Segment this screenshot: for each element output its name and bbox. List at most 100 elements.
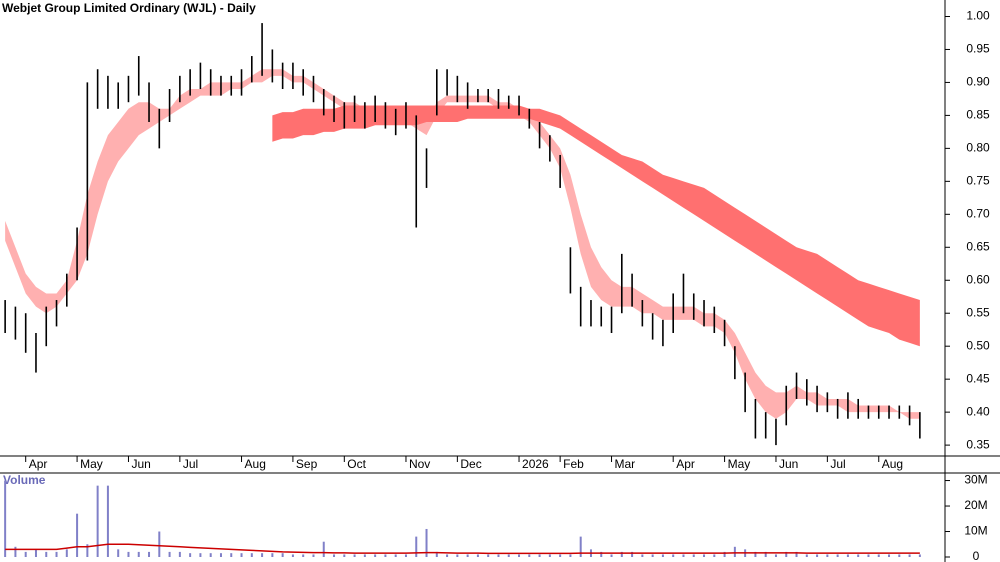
volume-bar (518, 554, 521, 557)
volume-bar (168, 551, 171, 557)
volume-bar (672, 554, 675, 557)
volume-bar (312, 554, 315, 557)
volume-bar (291, 554, 294, 557)
volume-bar (795, 551, 798, 557)
volume-bar (908, 554, 911, 557)
volume-bar (209, 553, 212, 557)
volume-bar (261, 553, 264, 557)
volume-bar (528, 554, 531, 557)
volume-bar (14, 546, 17, 557)
volume-bar (404, 554, 407, 557)
volume-bar (846, 554, 849, 557)
volume-bar (199, 553, 202, 557)
x-tick-label: Apr (29, 457, 48, 471)
volume-bar (487, 554, 490, 557)
volume-bar (343, 554, 346, 557)
y-tick-label: 0.90 (966, 75, 990, 89)
volume-bar (178, 551, 181, 557)
x-tick-label: Apr (676, 457, 695, 471)
y-tick-label: 0.95 (966, 42, 990, 56)
volume-bar (76, 513, 79, 557)
x-tick-label: May (728, 457, 751, 471)
volume-bar (703, 554, 706, 557)
y-tick-label: 0.45 (966, 371, 990, 385)
volume-bar (774, 554, 777, 557)
y-tick-label: 0.65 (966, 239, 990, 253)
volume-bar (918, 554, 921, 557)
volume-bar (641, 554, 644, 557)
x-tick-label: Jun (131, 457, 150, 471)
x-tick-label: Feb (563, 457, 584, 471)
volume-bar (785, 551, 788, 557)
volume-bar (127, 551, 130, 557)
volume-bar (600, 551, 603, 557)
y-tick-label: 0.75 (966, 174, 990, 188)
volume-bar (692, 554, 695, 557)
volume-bar (65, 549, 68, 557)
volume-bar (898, 554, 901, 557)
x-tick-label: Nov (409, 457, 430, 471)
volume-bar (507, 554, 510, 557)
volume-bar (559, 554, 562, 557)
x-tick-label: Jun (779, 457, 798, 471)
volume-tick-label: 20M (964, 498, 987, 512)
volume-bar (661, 554, 664, 557)
volume-bar (877, 554, 880, 557)
volume-bar (271, 553, 274, 557)
moving-average-band (272, 105, 920, 347)
volume-bar (435, 551, 438, 557)
x-tick-label: 2026 (522, 457, 549, 471)
volume-bar (384, 554, 387, 557)
volume-bar (723, 551, 726, 557)
volume-bar (857, 554, 860, 557)
y-tick-label: 0.60 (966, 272, 990, 286)
volume-bar (816, 554, 819, 557)
volume-tick-label: 10M (964, 524, 987, 538)
volume-bar (579, 536, 582, 557)
volume-bar (651, 554, 654, 557)
volume-bar (466, 554, 469, 557)
volume-bar (867, 554, 870, 557)
volume-bar (333, 554, 336, 557)
volume-bar (754, 551, 757, 557)
volume-bar (45, 551, 48, 557)
volume-bar (394, 554, 397, 557)
x-tick-label: Jul (183, 457, 198, 471)
volume-bar (96, 485, 99, 557)
volume-bar (538, 554, 541, 557)
x-tick-label: Sep (296, 457, 318, 471)
volume-bar (826, 554, 829, 557)
volume-bar (55, 551, 58, 557)
volume-bar (733, 546, 736, 557)
volume-bar (353, 554, 356, 557)
volume-bar (888, 554, 891, 557)
volume-bar (117, 549, 120, 557)
y-tick-label: 0.55 (966, 305, 990, 319)
volume-bar (240, 553, 243, 557)
x-tick-label: Aug (245, 457, 266, 471)
volume-tick-label: 30M (964, 473, 987, 487)
volume-bar (476, 554, 479, 557)
volume-bar (569, 554, 572, 557)
volume-bar (281, 553, 284, 557)
volume-average (5, 543, 920, 555)
volume-bar (764, 551, 767, 557)
volume-bar (374, 554, 377, 557)
x-tick-label: Oct (347, 457, 366, 471)
volume-bar (425, 528, 428, 557)
volume-bar (106, 485, 109, 557)
volume-bar (86, 544, 89, 557)
chart-title: Webjet Group Limited Ordinary (WJL) - Da… (2, 1, 256, 15)
x-tick-label: Aug (882, 457, 903, 471)
volume-bar (230, 553, 233, 557)
volume-bar (137, 551, 140, 557)
volume-bar (610, 554, 613, 557)
volume-bar (302, 554, 305, 557)
volume-bar (322, 541, 325, 557)
volume-bar (713, 554, 716, 557)
volume-bar (189, 553, 192, 557)
y-tick-label: 0.85 (966, 108, 990, 122)
x-tick-label: Jul (830, 457, 845, 471)
volume-bar (805, 554, 808, 557)
